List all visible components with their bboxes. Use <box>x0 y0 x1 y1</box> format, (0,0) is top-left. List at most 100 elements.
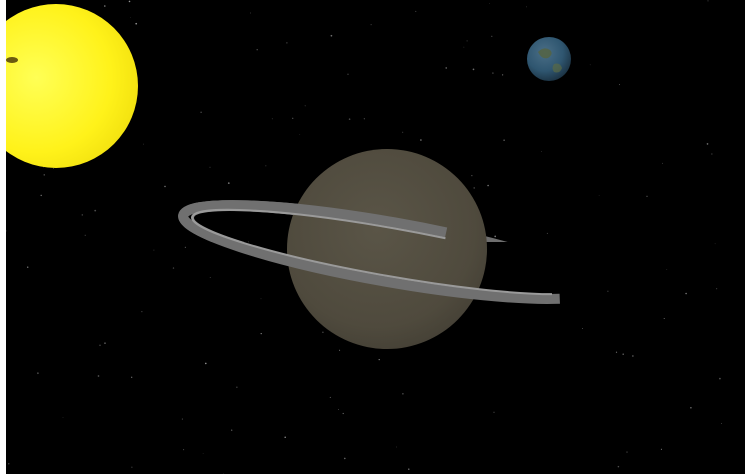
star <box>304 105 306 107</box>
star <box>632 355 634 357</box>
star <box>473 187 476 189</box>
star <box>348 118 351 120</box>
star <box>271 118 273 120</box>
star <box>94 209 97 212</box>
star <box>719 377 721 380</box>
star <box>52 168 54 170</box>
star <box>402 392 404 395</box>
star <box>81 214 84 216</box>
star <box>343 457 346 460</box>
star <box>615 351 618 353</box>
star <box>231 429 233 431</box>
star <box>99 344 101 347</box>
earth-sphere[interactable] <box>527 37 571 81</box>
star <box>690 407 692 409</box>
star <box>43 174 45 176</box>
star <box>131 376 133 378</box>
star <box>8 463 10 465</box>
star <box>183 449 185 451</box>
earth-landmass <box>538 48 552 59</box>
space-scene-canvas[interactable] <box>6 0 745 474</box>
star <box>714 243 716 245</box>
star <box>503 139 505 141</box>
star <box>172 267 175 269</box>
star <box>342 412 344 415</box>
star <box>445 67 447 69</box>
star <box>618 84 621 86</box>
star <box>6 230 7 232</box>
star <box>492 72 494 74</box>
sun-body[interactable] <box>6 4 138 168</box>
star <box>489 3 490 5</box>
star <box>582 328 583 329</box>
star <box>164 185 166 188</box>
star <box>685 292 687 295</box>
star <box>181 418 183 420</box>
star <box>204 362 207 365</box>
saturn-ring-front <box>178 200 602 304</box>
star <box>227 182 230 184</box>
star <box>541 151 543 153</box>
star <box>62 417 64 418</box>
star <box>408 468 410 470</box>
star <box>501 74 504 76</box>
star <box>104 342 106 344</box>
star <box>104 5 106 7</box>
star <box>284 436 286 438</box>
sun-sphere[interactable] <box>6 4 138 168</box>
star <box>420 139 422 141</box>
star <box>265 165 267 167</box>
saturn-sphere[interactable] <box>287 149 487 349</box>
star <box>471 175 473 177</box>
star <box>493 411 495 413</box>
star <box>37 372 39 375</box>
star <box>589 64 591 66</box>
star <box>706 143 709 145</box>
star <box>494 235 497 238</box>
earth-landmass-2 <box>552 63 562 73</box>
star <box>200 111 202 113</box>
star <box>622 353 624 355</box>
star <box>236 386 238 388</box>
star <box>292 117 294 119</box>
star <box>141 311 143 313</box>
star <box>626 451 628 453</box>
star <box>223 472 224 474</box>
star <box>184 246 187 249</box>
star <box>491 35 493 37</box>
star <box>286 42 288 44</box>
star <box>598 194 600 196</box>
star <box>721 423 722 424</box>
star <box>135 22 138 25</box>
star <box>663 317 665 320</box>
solar-system-viewport[interactable] <box>6 0 745 474</box>
star <box>209 166 211 168</box>
star <box>128 0 131 3</box>
star <box>707 0 709 2</box>
star <box>40 194 42 197</box>
star <box>339 349 341 351</box>
star <box>84 234 86 236</box>
star <box>666 269 668 270</box>
star <box>330 34 333 37</box>
star <box>607 290 609 292</box>
star <box>130 17 131 19</box>
star <box>209 277 211 278</box>
star <box>247 241 249 243</box>
earth-body[interactable] <box>527 37 571 81</box>
star <box>329 396 331 398</box>
star <box>299 134 301 135</box>
star <box>646 195 648 197</box>
star <box>415 10 417 12</box>
star <box>716 288 718 290</box>
star <box>363 118 365 120</box>
star <box>97 375 100 377</box>
star <box>347 73 349 75</box>
star <box>402 131 404 133</box>
star <box>487 184 489 187</box>
star <box>660 448 662 450</box>
star <box>711 153 713 155</box>
saturn-body[interactable] <box>178 149 602 349</box>
star <box>131 466 133 468</box>
star <box>526 6 527 8</box>
